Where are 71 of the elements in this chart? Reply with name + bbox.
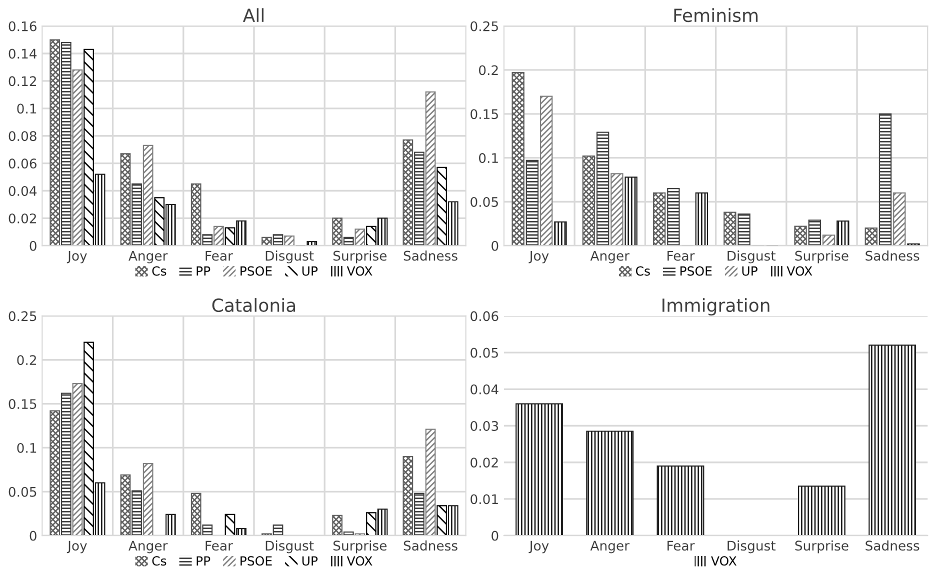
x-tick-label: Disgust	[728, 540, 776, 554]
y-tick-label: 0.04	[470, 384, 498, 394]
legend-label: PSOE	[240, 266, 272, 276]
y-tick-label: 0.15	[8, 399, 36, 410]
x-tick-label: Joy	[66, 540, 87, 554]
x-tick-label: Surprise	[333, 540, 387, 554]
x-tick-label: Joy	[528, 540, 549, 554]
x-tick-label: Anger	[590, 540, 630, 554]
y-tick-label: 0.06	[8, 158, 36, 169]
y-tick-label: 0.03	[470, 420, 498, 431]
x-tick-label: Anger	[128, 250, 168, 264]
y-tick-label: 0	[30, 240, 36, 251]
y-tick-label: 0.06	[470, 311, 498, 322]
y-tick-label: 0.1	[17, 104, 36, 114]
x-tick-label: Surprise	[333, 250, 387, 264]
y-tick-label: 0.08	[8, 131, 36, 142]
legend-label: PSOE	[680, 266, 712, 276]
legend-label: UP	[302, 266, 318, 276]
x-tick-label: Joy	[528, 250, 549, 264]
y-tick-label: 0.1	[478, 153, 498, 164]
x-tick-label: Disgust	[728, 250, 776, 264]
y-tick-label: 0	[492, 240, 498, 251]
y-tick-label: 0.14	[8, 48, 37, 59]
y-tick-label: 0.05	[470, 348, 498, 358]
x-tick-label: Fear	[206, 250, 233, 261]
legend-label: UP	[302, 556, 318, 566]
x-tick-label: Disgust	[266, 540, 314, 554]
y-tick-label: 0.25	[470, 21, 498, 32]
legend-label: VOX	[786, 266, 812, 276]
y-tick-label: 0.1	[17, 442, 36, 453]
x-tick-label: Joy	[66, 250, 87, 264]
y-tick-label: 0.04	[8, 186, 37, 196]
legend-label: PP	[196, 556, 210, 566]
legend-label: VOX	[346, 556, 372, 566]
x-tick-label: Disgust	[266, 250, 314, 264]
y-tick-label: 0.15	[470, 109, 498, 120]
x-tick-label: Surprise	[795, 540, 848, 554]
y-tick-label: 0.02	[470, 458, 498, 468]
x-tick-label: Sadness	[404, 540, 458, 551]
x-tick-label: Surprise	[795, 250, 848, 264]
y-tick-label: 0.25	[8, 311, 36, 322]
y-tick-label: 0.12	[8, 76, 36, 86]
x-tick-label: Sadness	[866, 250, 920, 261]
y-tick-label: 0	[492, 530, 498, 541]
x-tick-label: Fear	[668, 540, 695, 551]
legend-label: PSOE	[240, 556, 272, 566]
legend-label: VOX	[346, 266, 372, 276]
chart-title: Immigration	[662, 298, 770, 316]
y-tick-label: 0	[30, 530, 36, 541]
chart-title: Catalonia	[212, 298, 296, 312]
chart-title: Feminism	[674, 8, 758, 22]
y-tick-label: 0.2	[478, 65, 498, 76]
legend-label: Cs	[152, 266, 166, 276]
legend-label: VOX	[711, 556, 736, 566]
x-tick-label: Sadness	[866, 540, 920, 551]
y-tick-label: 0.05	[8, 486, 36, 497]
x-tick-label: Anger	[590, 250, 630, 264]
x-tick-label: Fear	[206, 540, 233, 551]
legend-label: UP	[742, 266, 758, 276]
y-tick-label: 0.02	[8, 213, 36, 224]
legend-label: PP	[196, 266, 210, 276]
x-tick-label: Sadness	[404, 250, 458, 261]
legend-label: Cs	[636, 266, 650, 276]
y-tick-label: 0.2	[17, 355, 36, 366]
y-tick-label: 0.16	[8, 21, 36, 32]
x-tick-label: Fear	[668, 250, 695, 261]
chart-title: All	[242, 8, 264, 22]
legend-label: Cs	[152, 556, 166, 566]
x-tick-label: Anger	[128, 540, 168, 554]
y-tick-label: 0.05	[470, 196, 498, 207]
y-tick-label: 0.01	[470, 494, 498, 504]
